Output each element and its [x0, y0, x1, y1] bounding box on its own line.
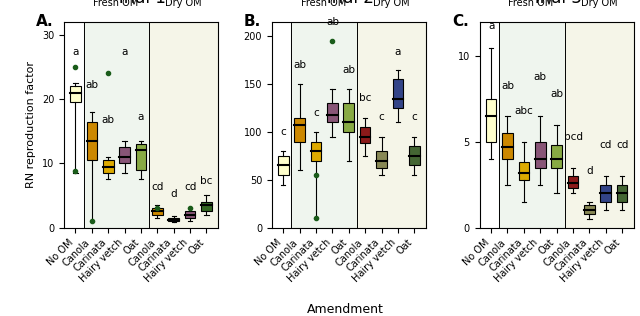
Text: ab: ab — [293, 60, 306, 70]
Bar — [64, 22, 84, 228]
Bar — [376, 151, 387, 168]
Bar — [84, 22, 149, 228]
Text: abc: abc — [515, 106, 533, 116]
Text: a: a — [138, 112, 144, 122]
Bar — [294, 118, 305, 142]
Text: A.: A. — [36, 14, 54, 29]
Bar — [291, 22, 357, 228]
Bar — [168, 218, 179, 221]
Text: bcd: bcd — [563, 132, 582, 142]
Text: cd: cd — [184, 182, 196, 192]
Y-axis label: RN reproduction factor: RN reproduction factor — [26, 61, 36, 188]
Bar — [201, 202, 212, 211]
Text: a: a — [72, 47, 79, 58]
Text: c: c — [412, 112, 417, 122]
Text: Dry OM: Dry OM — [373, 0, 410, 8]
Text: a: a — [395, 47, 401, 58]
Text: cd: cd — [600, 141, 612, 150]
Text: Fresh OM: Fresh OM — [93, 0, 138, 8]
Bar — [499, 22, 565, 228]
Bar — [518, 162, 529, 179]
Text: bc: bc — [200, 176, 212, 186]
Bar — [272, 22, 291, 228]
Bar — [551, 145, 562, 167]
Text: c: c — [280, 127, 286, 137]
Text: ab: ab — [534, 72, 547, 82]
Text: a: a — [488, 21, 494, 31]
Title: Trial 3: Trial 3 — [532, 0, 582, 7]
Text: Dry OM: Dry OM — [165, 0, 202, 8]
Bar — [568, 176, 579, 188]
Text: B.: B. — [244, 14, 261, 29]
Text: ab: ab — [550, 89, 563, 99]
Bar — [344, 103, 354, 132]
Bar — [502, 133, 513, 159]
Text: ab: ab — [85, 80, 99, 89]
Text: d: d — [586, 166, 593, 176]
Text: cd: cd — [616, 141, 628, 150]
Bar — [119, 147, 130, 163]
Text: ab: ab — [102, 115, 115, 125]
Title: Trial 2: Trial 2 — [324, 0, 374, 7]
Text: Fresh OM: Fresh OM — [508, 0, 554, 8]
Text: bc: bc — [359, 93, 371, 103]
Bar — [535, 142, 545, 167]
Bar — [185, 211, 195, 218]
Bar — [278, 156, 289, 175]
Bar — [311, 142, 321, 161]
Text: d: d — [170, 189, 177, 199]
Bar — [584, 205, 595, 214]
Text: Dry OM: Dry OM — [581, 0, 618, 8]
Text: cd: cd — [151, 182, 164, 192]
Bar — [409, 146, 420, 165]
Bar — [327, 103, 338, 122]
Bar — [600, 185, 611, 202]
Text: ab: ab — [342, 65, 355, 75]
Text: c: c — [379, 112, 385, 122]
Text: ab: ab — [326, 17, 339, 27]
Text: c: c — [313, 108, 319, 118]
Text: ab: ab — [501, 81, 514, 91]
Text: Fresh OM: Fresh OM — [301, 0, 346, 8]
Bar — [479, 22, 499, 228]
Bar — [617, 185, 627, 202]
Text: Amendment: Amendment — [307, 303, 384, 316]
Bar — [103, 160, 113, 173]
Bar — [86, 122, 97, 160]
Text: a: a — [122, 47, 128, 58]
Bar — [136, 144, 147, 170]
Title: Trial 1: Trial 1 — [116, 0, 166, 7]
Bar — [357, 22, 426, 228]
Bar — [392, 79, 403, 108]
Bar — [360, 127, 371, 143]
Bar — [486, 99, 497, 142]
Bar — [149, 22, 218, 228]
Bar — [152, 208, 163, 215]
Text: C.: C. — [452, 14, 468, 29]
Bar — [565, 22, 634, 228]
Bar — [70, 86, 81, 102]
